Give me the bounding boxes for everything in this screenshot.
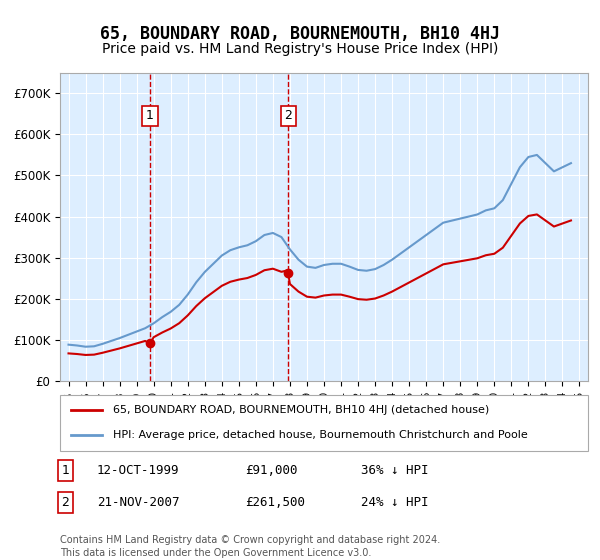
Text: 24% ↓ HPI: 24% ↓ HPI [361, 496, 428, 509]
Text: 65, BOUNDARY ROAD, BOURNEMOUTH, BH10 4HJ (detached house): 65, BOUNDARY ROAD, BOURNEMOUTH, BH10 4HJ… [113, 405, 489, 416]
Text: £91,000: £91,000 [245, 464, 297, 477]
Text: HPI: Average price, detached house, Bournemouth Christchurch and Poole: HPI: Average price, detached house, Bour… [113, 430, 527, 440]
Text: 1: 1 [146, 109, 154, 123]
Text: This data is licensed under the Open Government Licence v3.0.: This data is licensed under the Open Gov… [60, 548, 371, 558]
Text: 36% ↓ HPI: 36% ↓ HPI [361, 464, 428, 477]
Text: Price paid vs. HM Land Registry's House Price Index (HPI): Price paid vs. HM Land Registry's House … [102, 42, 498, 56]
Text: 1: 1 [61, 464, 69, 477]
Text: 2: 2 [284, 109, 292, 123]
FancyBboxPatch shape [60, 395, 588, 451]
Text: 65, BOUNDARY ROAD, BOURNEMOUTH, BH10 4HJ: 65, BOUNDARY ROAD, BOURNEMOUTH, BH10 4HJ [100, 25, 500, 43]
Text: 21-NOV-2007: 21-NOV-2007 [97, 496, 179, 509]
Text: £261,500: £261,500 [245, 496, 305, 509]
Text: 12-OCT-1999: 12-OCT-1999 [97, 464, 179, 477]
Text: Contains HM Land Registry data © Crown copyright and database right 2024.: Contains HM Land Registry data © Crown c… [60, 535, 440, 545]
Text: 2: 2 [61, 496, 69, 509]
